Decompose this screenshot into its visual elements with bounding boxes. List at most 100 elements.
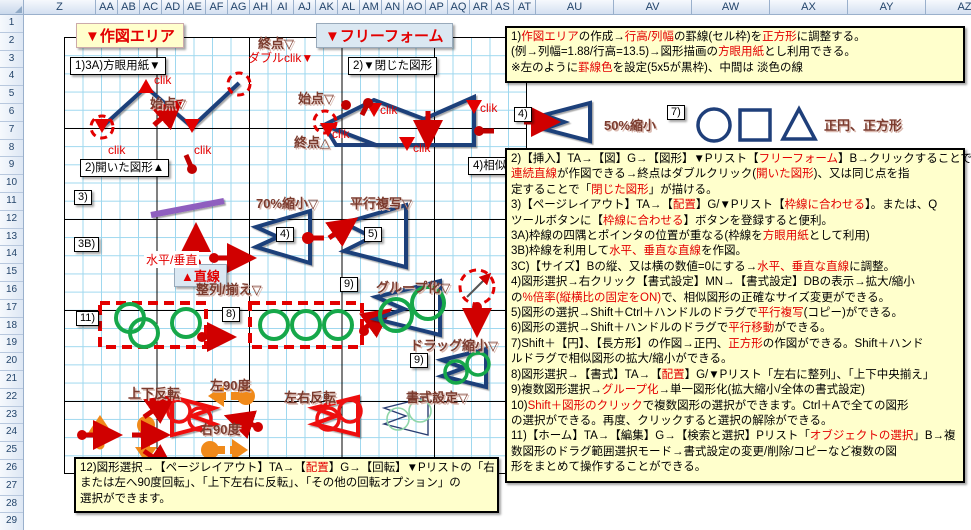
note-line: 6)図形の選択→Shift＋ハンドルのドラグで平行移動ができる。 xyxy=(511,322,832,335)
note-line: 3C)【サイズ】Bの縦、又は横の数値=0にする→水平、垂直な直線に調整。 xyxy=(511,260,896,273)
title-drawing-area: ▼作図エリア xyxy=(76,23,184,48)
note-line: 選択ができます。 xyxy=(80,492,171,505)
row-header-7[interactable]: 7 xyxy=(0,121,23,140)
row-header-27[interactable]: 27 xyxy=(0,477,23,496)
row-header-29[interactable]: 29 xyxy=(0,513,23,530)
column-header-AD[interactable]: AD xyxy=(162,0,184,14)
row-header-26[interactable]: 26 xyxy=(0,460,23,478)
row-header-24[interactable]: 24 xyxy=(0,424,23,443)
label-group: グループ化▽ xyxy=(376,280,451,295)
row-header-8[interactable]: 8 xyxy=(0,139,23,158)
note-main: 2)【挿入】TA→【図】G→【図形】▼Pリスト【フリーフォーム】B→クリックする… xyxy=(505,148,971,483)
row-header-1[interactable]: 1 xyxy=(0,15,23,33)
note-step1: 1)作図エリアの作成→行高/列幅の罫線(セル枠)を正方形に調整する。 (例→列幅=… xyxy=(505,26,965,83)
column-header-AS[interactable]: AS xyxy=(492,0,514,14)
column-header-AF[interactable]: AF xyxy=(206,0,228,14)
column-header-AI[interactable]: AI xyxy=(272,0,294,14)
note-line: 1)作図エリアの作成→行高/列幅の罫線(セル枠)を正方形に調整する。 xyxy=(511,31,866,43)
column-header-AK[interactable]: AK xyxy=(316,0,338,14)
note-line: 3B)枠線を利用して水平、垂直な直線を作図。 xyxy=(511,245,748,258)
column-header-Z[interactable]: Z xyxy=(24,0,96,14)
label-shrink-70: 70%縮小▽ xyxy=(256,196,319,211)
label-drag-shrink: ドラッグ縮小▽ xyxy=(410,338,498,353)
column-header-AT[interactable]: AT xyxy=(514,0,536,14)
tag-4a: 4) xyxy=(276,227,294,242)
note-line: 5)図形の選択→Shift＋Ctrl＋ハンドルのドラグで平行複写(コピー)ができ… xyxy=(511,307,904,320)
row-header-25[interactable]: 25 xyxy=(0,442,23,460)
row-header-3[interactable]: 3 xyxy=(0,50,23,69)
row-header-28[interactable]: 28 xyxy=(0,495,23,514)
label-rotate-left90: 左90度 xyxy=(210,378,251,393)
note-line: 11)【ホーム】TA→【編集】G→【検索と選択】Pリスト「オブジェクトの選択」B… xyxy=(511,430,956,443)
label-start-point-1: 始点▽ xyxy=(150,96,186,111)
column-header-AQ[interactable]: AQ xyxy=(448,0,470,14)
graph-paper-bold-frame xyxy=(64,37,527,474)
column-header-AE[interactable]: AE xyxy=(184,0,206,14)
column-header-AV[interactable]: AV xyxy=(614,0,692,14)
tag-9a: 9) xyxy=(340,277,358,292)
note-line: 8)図形選択→【書式】TA→【配置】G/▼Pリスト「左右に整列」、「上下中央揃え… xyxy=(511,368,935,381)
row-header-22[interactable]: 22 xyxy=(0,388,23,407)
column-header-AU[interactable]: AU xyxy=(536,0,614,14)
tag-3b: 3B) xyxy=(74,237,100,252)
column-header-AN[interactable]: AN xyxy=(382,0,404,14)
column-header-AM[interactable]: AM xyxy=(360,0,382,14)
label-shrink-50: 50%縮小 xyxy=(604,118,657,133)
row-header-6[interactable]: 6 xyxy=(0,104,23,122)
note-line: 4)図形選択→右クリック【書式設定】MN→【書式設定】DBの表示→拡大/縮小 xyxy=(511,276,915,289)
label-double-click: ダブルclik▼ xyxy=(248,51,314,65)
note-line: の選択ができる。再度、クリックすると選択の解除ができる。 xyxy=(511,414,833,427)
note-line: 定することで「閉じた図形」が描ける。 xyxy=(511,183,718,196)
row-header-2[interactable]: 2 xyxy=(0,32,23,51)
label-end-point-2: 終点△ xyxy=(294,135,330,150)
column-header-AZ[interactable]: AZ xyxy=(926,0,971,14)
row-header-18[interactable]: 18 xyxy=(0,317,23,336)
tag-4c: 4) xyxy=(514,107,532,122)
column-header-AP[interactable]: AP xyxy=(426,0,448,14)
note-line: 9)複数図形選択→グループ化→単一図形化(拡大縮小/全体の書式設定) xyxy=(511,384,865,397)
select-all-corner[interactable] xyxy=(0,0,24,15)
row-header-15[interactable]: 15 xyxy=(0,264,23,282)
row-header-4[interactable]: 4 xyxy=(0,68,23,87)
label-horizontal-vertical: 水平/垂直 xyxy=(144,251,200,268)
row-header-5[interactable]: 5 xyxy=(0,86,23,104)
tag-11: 11) xyxy=(76,311,100,326)
row-header-19[interactable]: 19 xyxy=(0,335,23,354)
row-header-9[interactable]: 9 xyxy=(0,157,23,176)
label-clik-7: clik xyxy=(413,141,431,155)
column-header-AB[interactable]: AB xyxy=(118,0,140,14)
row-header-16[interactable]: 16 xyxy=(0,282,23,300)
column-header-AW[interactable]: AW xyxy=(692,0,770,14)
row-header-11[interactable]: 11 xyxy=(0,193,23,211)
column-header-AL[interactable]: AL xyxy=(338,0,360,14)
column-header-AX[interactable]: AX xyxy=(770,0,848,14)
column-header-AJ[interactable]: AJ xyxy=(294,0,316,14)
row-header-12[interactable]: 12 xyxy=(0,210,23,229)
label-end-point-1: 終点▽ xyxy=(258,36,294,51)
note-line: 形をまとめて操作することができる。 xyxy=(511,461,707,474)
column-header-AG[interactable]: AG xyxy=(228,0,250,14)
note-line: 3)【ページレイアウト】TA→【配置】G/▼Pリスト【枠線に合わせる】。または、… xyxy=(511,199,938,212)
row-header-21[interactable]: 21 xyxy=(0,371,23,389)
row-header-14[interactable]: 14 xyxy=(0,246,23,265)
column-header-AO[interactable]: AO xyxy=(404,0,426,14)
row-header-23[interactable]: 23 xyxy=(0,406,23,425)
sheet-body[interactable]: ▼作図エリア ▼フリーフォーム ▲直線 1)3A)方眼用紙▼ 2)開いた図形▲ … xyxy=(24,15,971,530)
column-header-AR[interactable]: AR xyxy=(470,0,492,14)
label-clik-3: clik xyxy=(194,143,212,157)
column-header-AC[interactable]: AC xyxy=(140,0,162,14)
column-header-AY[interactable]: AY xyxy=(848,0,926,14)
column-header-AH[interactable]: AH xyxy=(250,0,272,14)
row-header-10[interactable]: 10 xyxy=(0,175,23,193)
row-header-20[interactable]: 20 xyxy=(0,353,23,371)
label-start-point-2: 始点▽ xyxy=(298,91,334,106)
label-flip-vertical: 上下反転 xyxy=(128,386,181,401)
note-line: 数図形のドラグ範囲選択モード→書式設定の変更/削除/コピーなど複数の図 xyxy=(511,445,897,458)
row-header-17[interactable]: 17 xyxy=(0,299,23,318)
row-header-13[interactable]: 13 xyxy=(0,228,23,247)
note-line: (例→列幅=1.88/行高=13.5)→図形描画の方眼用紙とし利用できる。 xyxy=(511,46,856,59)
note-line: の%倍率(縦横比の固定をON)で、相似図形の正確なサイズ変更ができる。 xyxy=(511,291,891,304)
label-flip-horizontal: 左右反転 xyxy=(284,390,337,405)
column-header-AA[interactable]: AA xyxy=(96,0,118,14)
